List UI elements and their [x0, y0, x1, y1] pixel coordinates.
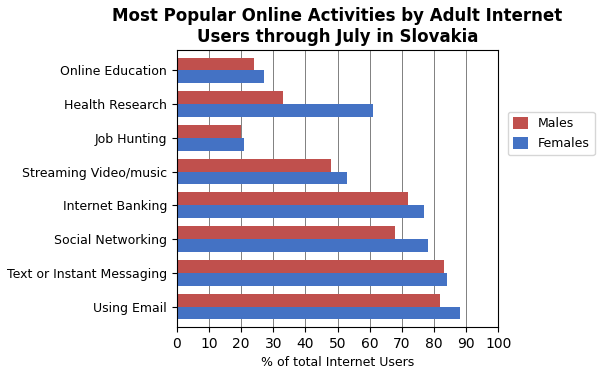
Bar	[177, 138, 244, 151]
Bar	[177, 306, 459, 319]
Bar	[177, 171, 347, 184]
Bar	[177, 91, 283, 104]
Bar	[177, 70, 264, 83]
Bar	[177, 104, 373, 117]
Title: Most Popular Online Activities by Adult Internet
Users through July in Slovakia: Most Popular Online Activities by Adult …	[112, 7, 563, 46]
Bar	[177, 273, 447, 286]
X-axis label: % of total Internet Users: % of total Internet Users	[261, 356, 414, 369]
Bar	[177, 226, 396, 239]
Bar	[177, 159, 331, 171]
Bar	[177, 193, 408, 205]
Legend: Males, Females: Males, Females	[508, 112, 595, 155]
Bar	[177, 260, 444, 273]
Bar	[177, 58, 254, 70]
Bar	[177, 239, 428, 252]
Bar	[177, 125, 241, 138]
Bar	[177, 294, 440, 306]
Bar	[177, 205, 425, 218]
